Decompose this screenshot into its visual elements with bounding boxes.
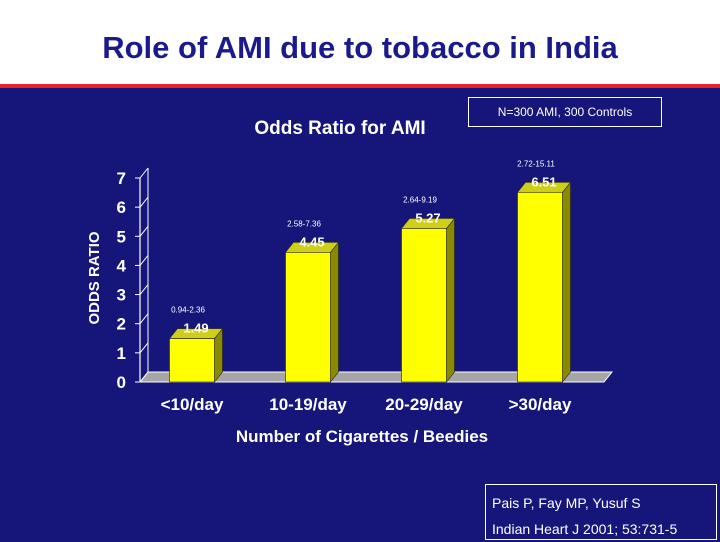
y-tick-depth [139,167,149,179]
slide-title: Role of AMI due to tobacco in India [102,30,618,65]
bar [169,338,215,383]
bar-ci-label: 0.94-2.36 [171,306,205,315]
y-tick-label: 0 [117,373,126,392]
x-tick-label: 10-19/day [269,395,347,414]
y-tick-depth [139,225,149,237]
bar-value-label: 6.51 [531,174,556,189]
bar-ci-label: 2.72-15.11 [517,159,555,168]
bar [401,228,447,383]
y-tick-depth [139,313,149,325]
bar-value-label: 4.45 [299,234,324,249]
bar-side [562,181,571,383]
y-tick-label: 4 [117,256,127,275]
x-tick-label: 20-29/day [385,395,463,414]
y-tick-label: 3 [117,286,126,305]
bar [285,252,331,383]
bar-ci-label: 2.58-7.36 [287,219,321,228]
chart-title: Odds Ratio for AMI [254,118,425,139]
x-tick-label: <10/day [161,395,224,414]
y-tick-depth [139,371,149,383]
y-tick-depth [139,255,149,266]
reference-journal: Indian Heart J 2001; 53:731-5 [492,521,678,537]
x-axis-label: Number of Cigarettes / Beedies [236,427,488,446]
bar-side [330,241,339,383]
y-tick-label: 5 [117,227,126,246]
y-tick-label: 1 [117,344,126,363]
reference-authors: Pais P, Fay MP, Yusuf S [492,495,641,511]
y-tick-label: 6 [117,198,126,217]
title-divider [0,84,720,88]
y-tick-depth [139,342,149,354]
bar-ci-label: 2.64-9.19 [403,195,437,204]
title-bar [0,0,720,84]
bar-value-label: 5.27 [415,210,440,225]
bar [517,191,563,383]
y-tick-depth [139,284,149,295]
bar-side [446,217,455,383]
y-tick-label: 2 [117,315,126,334]
y-tick-label: 7 [117,169,126,188]
x-tick-label: >30/day [509,395,572,414]
reference-citation: Pais P, Fay MP, Yusuf S Indian Heart J 2… [485,484,717,540]
sample-size-note: N=300 AMI, 300 Controls [468,97,662,127]
bar-value-label: 1.49 [183,321,208,336]
y-tick-depth [139,196,149,208]
y-axis-label: ODDS RATIO [86,231,103,324]
